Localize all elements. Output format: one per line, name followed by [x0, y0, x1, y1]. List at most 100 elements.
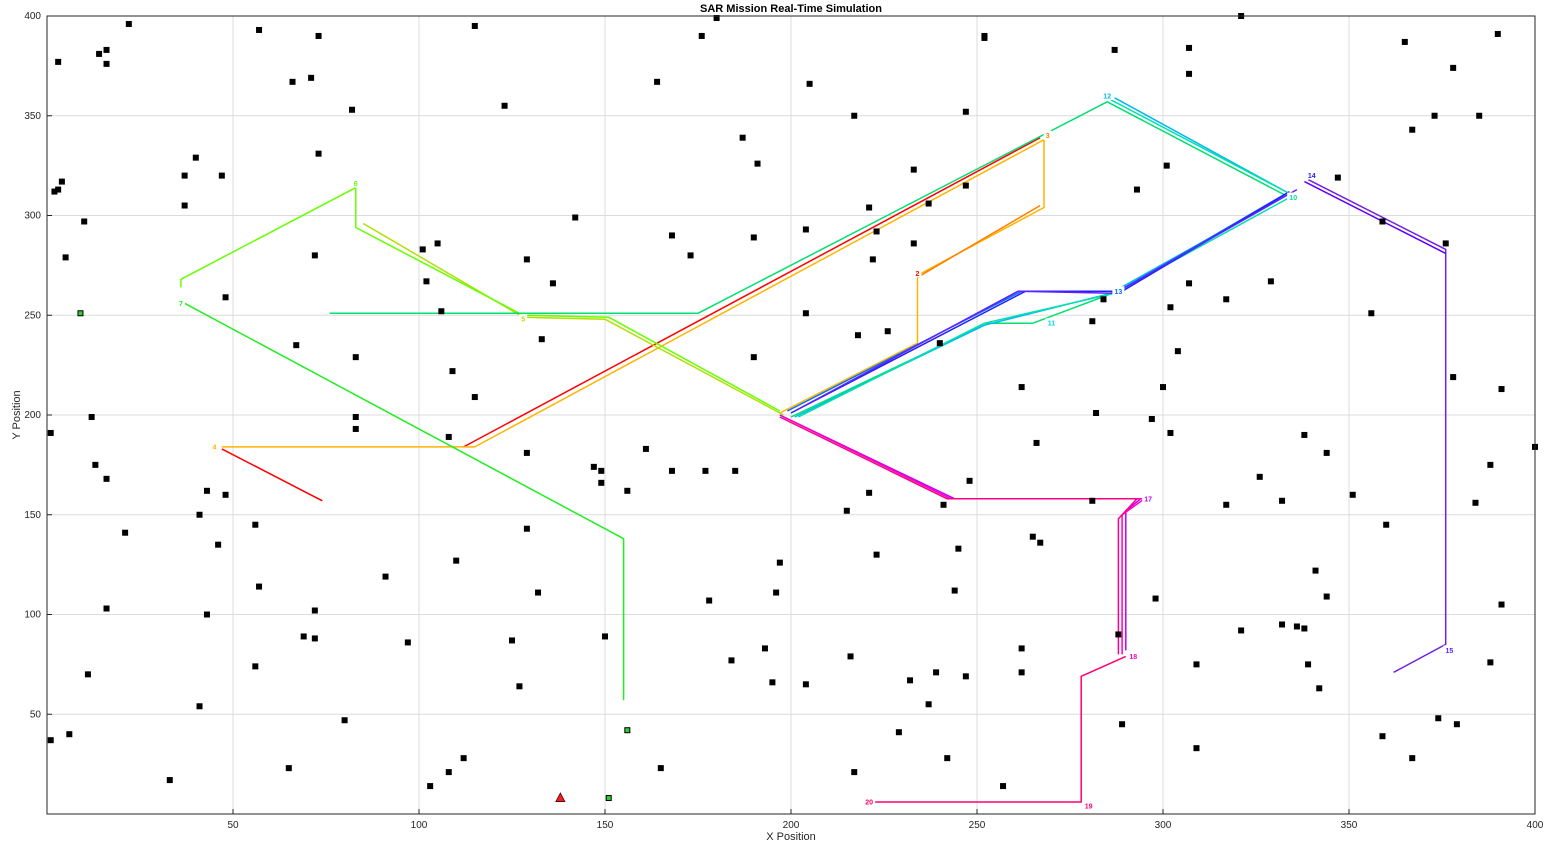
- obstacle-marker: [1186, 44, 1193, 51]
- obstacle-marker: [598, 479, 605, 486]
- waypoint-label-bg: [1101, 90, 1114, 100]
- obstacle-marker: [58, 178, 65, 185]
- waypoint-label-bg: [176, 298, 185, 308]
- obstacle-marker: [103, 46, 110, 53]
- target-marker: [77, 310, 84, 317]
- obstacle-marker: [103, 475, 110, 482]
- obstacle-marker: [445, 433, 452, 440]
- obstacle-marker: [192, 154, 199, 161]
- obstacle-marker: [1334, 174, 1341, 181]
- obstacle-marker: [776, 559, 783, 566]
- waypoint-label: 20: [865, 800, 873, 807]
- obstacle-marker: [404, 639, 411, 646]
- y-tick-label: 400: [24, 11, 41, 22]
- trajectory-path: [779, 416, 1138, 655]
- x-axis-ticks: 50 100 150 200 250 300 350 400: [227, 809, 1544, 831]
- y-tick-label: 200: [24, 410, 41, 421]
- obstacle-marker: [62, 254, 69, 261]
- obstacle-marker: [103, 60, 110, 67]
- obstacle-marker: [1450, 374, 1457, 381]
- obstacle-markers: [47, 13, 1538, 790]
- waypoint-label-bg: [519, 314, 528, 324]
- waypoint-label-bg: [210, 441, 219, 451]
- obstacle-marker: [843, 507, 850, 514]
- obstacle-marker: [181, 172, 188, 179]
- obstacle-marker: [1089, 497, 1096, 504]
- y-tick-label: 250: [24, 310, 41, 321]
- obstacle-marker: [1267, 278, 1274, 285]
- waypoint-label-bg: [1045, 318, 1058, 328]
- obstacle-marker: [750, 354, 757, 361]
- trajectory-path: [463, 137, 1041, 448]
- y-axis-ticks: 50 100 150 200 250 300 350 400: [24, 11, 52, 720]
- waypoint-label-bg: [351, 178, 360, 188]
- obstacle-marker: [1383, 521, 1390, 528]
- obstacle-marker: [1401, 38, 1408, 45]
- y-axis-label: Y Position: [11, 390, 23, 439]
- obstacle-marker: [1487, 461, 1494, 468]
- trajectory-path: [1304, 180, 1447, 255]
- obstacle-marker: [352, 425, 359, 432]
- trajectory-path: [180, 186, 781, 412]
- obstacle-marker: [122, 529, 129, 536]
- obstacle-marker: [873, 228, 880, 235]
- obstacle-marker: [713, 14, 720, 21]
- obstacle-marker: [1163, 162, 1170, 169]
- waypoint-label: 5: [521, 317, 525, 324]
- obstacle-marker: [910, 166, 917, 173]
- obstacle-marker: [1301, 625, 1308, 632]
- obstacle-marker: [728, 657, 735, 664]
- obstacle-marker: [308, 74, 315, 81]
- obstacle-marker: [55, 186, 62, 193]
- obstacle-marker: [769, 679, 776, 686]
- obstacle-marker: [523, 525, 530, 532]
- x-tick-label: 50: [227, 820, 239, 831]
- y-tick-label: 50: [30, 709, 42, 720]
- obstacle-marker: [1431, 112, 1438, 119]
- target-marker: [624, 727, 631, 734]
- obstacle-marker: [1033, 439, 1040, 446]
- obstacle-marker: [1368, 310, 1375, 317]
- trajectory-path: [221, 138, 1045, 448]
- x-tick-label: 350: [1341, 820, 1358, 831]
- waypoint-label: 11: [1048, 321, 1056, 328]
- obstacle-marker: [962, 673, 969, 680]
- obstacle-marker: [289, 78, 296, 85]
- obstacle-marker: [1312, 567, 1319, 574]
- obstacle-marker: [668, 467, 675, 474]
- obstacle-marker: [1498, 601, 1505, 608]
- obstacle-marker: [925, 200, 932, 207]
- waypoint-label-bg: [913, 268, 922, 278]
- obstacle-marker: [434, 240, 441, 247]
- obstacle-marker: [256, 583, 263, 590]
- waypoint-label-bg: [1287, 192, 1300, 202]
- obstacle-marker: [1349, 491, 1356, 498]
- obstacle-marker: [1293, 623, 1300, 630]
- obstacle-marker: [215, 541, 222, 548]
- obstacle-marker: [1111, 46, 1118, 53]
- x-tick-label: 200: [783, 820, 800, 831]
- obstacle-marker: [88, 413, 95, 420]
- obstacle-marker: [698, 32, 705, 39]
- waypoint-label-bg: [1112, 286, 1125, 296]
- trajectory-path: [794, 188, 1298, 412]
- obstacle-marker: [1476, 112, 1483, 119]
- obstacle-marker: [471, 22, 478, 29]
- obstacle-marker: [460, 755, 467, 762]
- obstacle-marker: [538, 336, 545, 343]
- obstacle-marker: [516, 683, 523, 690]
- obstacle-marker: [1472, 499, 1479, 506]
- obstacle-marker: [1238, 627, 1245, 634]
- obstacle-marker: [1379, 733, 1386, 740]
- obstacle-marker: [1174, 348, 1181, 355]
- waypoint-label: 19: [1085, 804, 1093, 811]
- start-marker: [555, 792, 566, 802]
- obstacle-marker: [944, 755, 951, 762]
- obstacle-marker: [869, 256, 876, 263]
- obstacle-marker: [47, 737, 54, 744]
- obstacle-marker: [773, 589, 780, 596]
- obstacle-marker: [933, 669, 940, 676]
- obstacle-marker: [702, 467, 709, 474]
- obstacle-marker: [1167, 429, 1174, 436]
